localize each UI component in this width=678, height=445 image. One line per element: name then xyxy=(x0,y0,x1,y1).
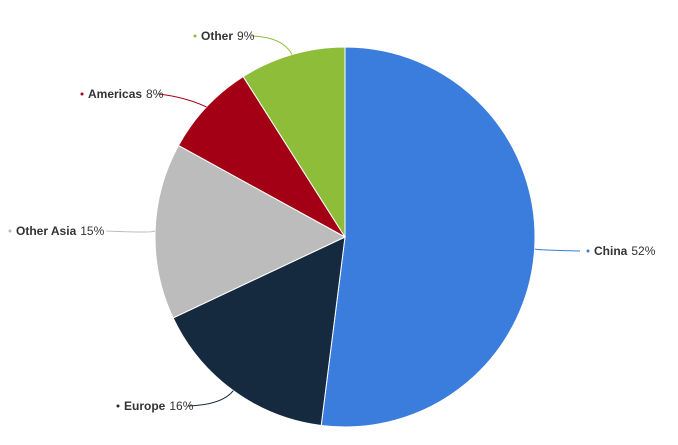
slice-label-other: Other 9% xyxy=(201,29,255,43)
slice-other[interactable] xyxy=(242,46,346,239)
label-dot-europe xyxy=(116,404,120,408)
label-dot-americas xyxy=(80,92,84,96)
slice-label-china: China 52% xyxy=(594,244,656,258)
leader-lines xyxy=(106,35,581,407)
slice-label-name: China xyxy=(594,244,628,258)
slice-china[interactable] xyxy=(320,46,536,428)
slice-label-europe: Europe 16% xyxy=(124,399,194,413)
leader-line-other-asia xyxy=(106,230,156,233)
slice-labels: China 52% Europe 16% Other Asia 15% Americas 8%… xyxy=(8,29,656,413)
slice-label-name: Americas xyxy=(88,87,142,101)
leader-line-china xyxy=(534,248,581,252)
slice-label-value: 8% xyxy=(146,87,164,101)
slice-label-americas: Americas 8% xyxy=(88,87,164,101)
pie-slices xyxy=(154,46,536,428)
slice-label-other-asia: Other Asia 15% xyxy=(16,224,105,238)
label-dot-other-asia xyxy=(8,229,12,233)
slice-label-name: Other xyxy=(201,29,233,43)
slice-label-value: 15% xyxy=(80,224,104,238)
leader-line-americas xyxy=(158,93,207,108)
slice-label-name: Other Asia xyxy=(16,224,77,238)
slice-other-asia[interactable] xyxy=(154,144,347,319)
leader-line-other xyxy=(251,35,293,55)
slice-label-name: Europe xyxy=(124,399,166,413)
slice-label-value: 9% xyxy=(237,29,255,43)
slice-europe[interactable] xyxy=(172,236,346,427)
leader-line-europe xyxy=(187,390,234,407)
slice-label-value: 16% xyxy=(169,399,193,413)
slice-americas[interactable] xyxy=(177,75,346,238)
slice-label-value: 52% xyxy=(631,244,655,258)
label-dot-other xyxy=(193,34,197,38)
label-dot-china xyxy=(586,249,590,253)
